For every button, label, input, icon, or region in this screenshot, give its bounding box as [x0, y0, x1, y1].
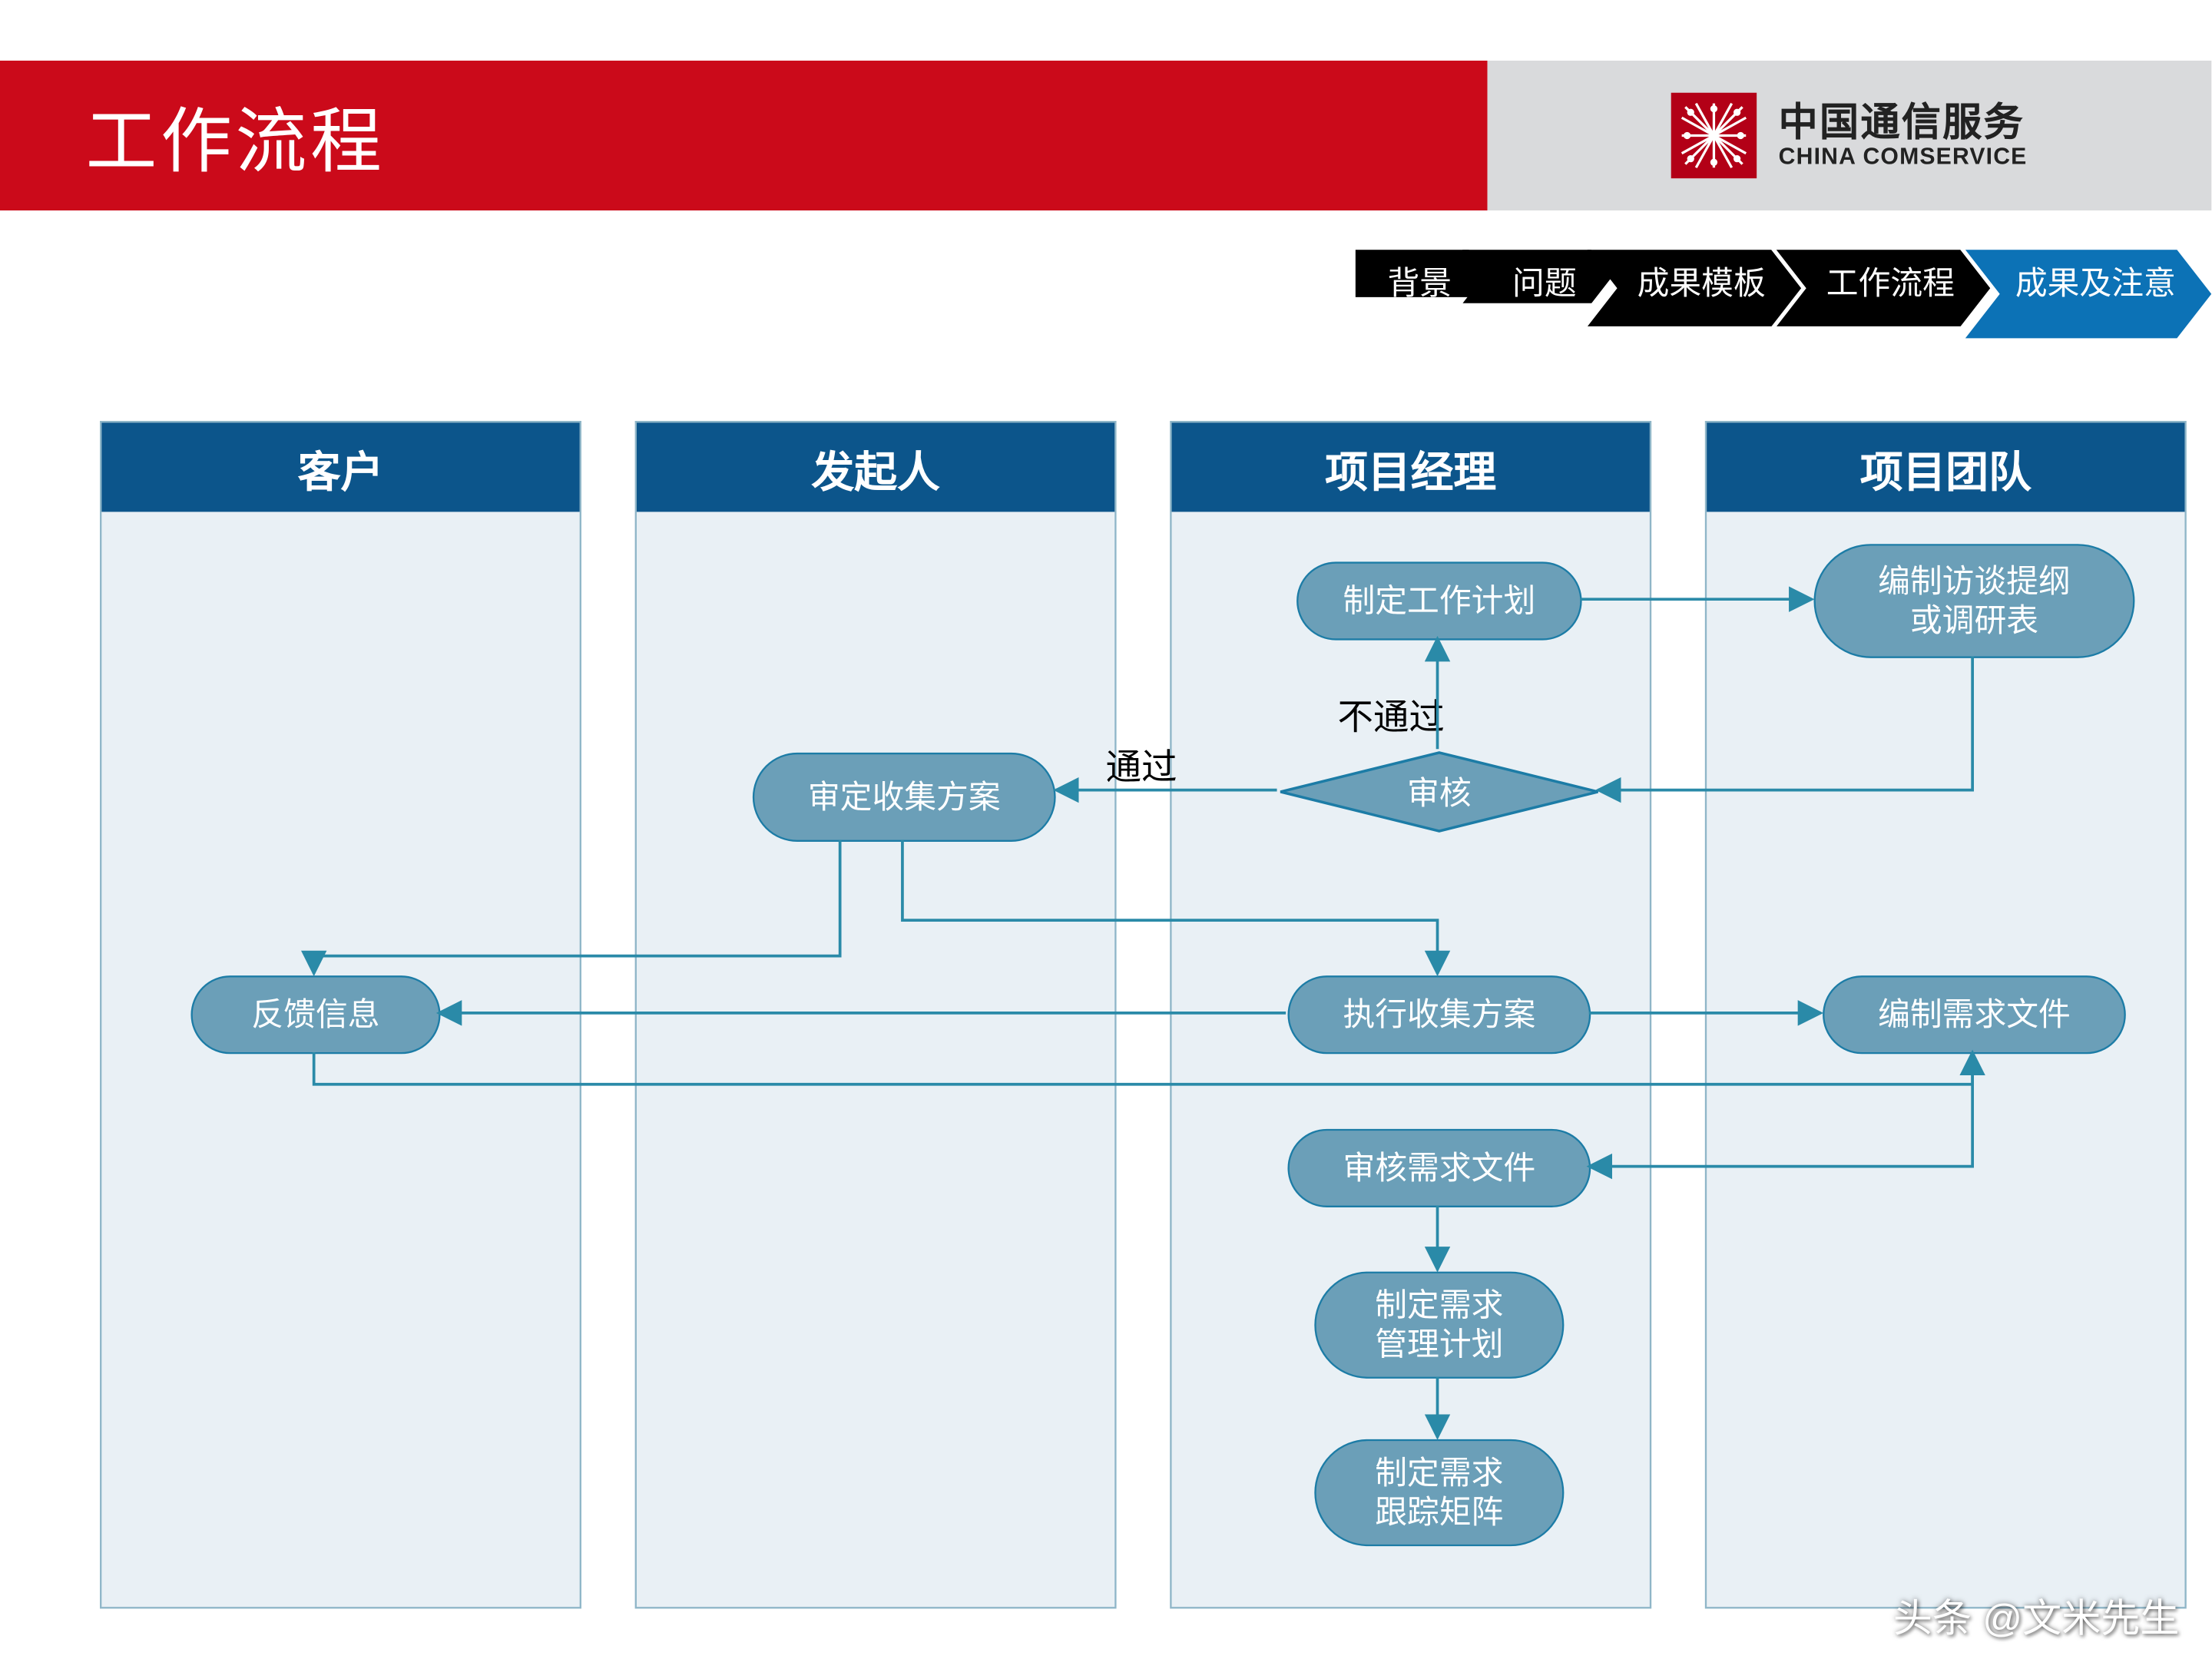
logo-text: 中国通信服务 CHINA COMSERVICE — [1779, 100, 2028, 171]
lane-body: 编制访谈提纲 或调研表编制需求文件 — [1707, 512, 2184, 1607]
nav-label: 问题 — [1512, 259, 1577, 305]
title-bar: 工作流程 — [0, 61, 1488, 210]
edge-label: 通过 — [1106, 738, 1177, 790]
lane-1: 发起人审定收集方案 — [635, 421, 1117, 1608]
lane-header: 客户 — [101, 422, 579, 512]
node-audit: 审核 — [1279, 751, 1600, 833]
lane-header: 项目团队 — [1707, 422, 2184, 512]
nav-item-2[interactable]: 成果模板 — [1588, 250, 1802, 314]
node-approve: 审定收集方案 — [753, 753, 1056, 842]
node-reqplan: 制定需求 管理计划 — [1314, 1272, 1564, 1379]
logo-en: CHINA COMSERVICE — [1779, 144, 2028, 171]
lane-body: 制定工作计划审核执行收集方案审核需求文件制定需求 管理计划制定需求 跟踪矩阵 — [1172, 512, 1650, 1607]
lane-3: 项目团队编制访谈提纲 或调研表编制需求文件 — [1705, 421, 2187, 1608]
nav-label: 成果及注意 — [2015, 259, 2176, 305]
nav-label: 成果模板 — [1637, 259, 1766, 305]
node-feedback: 反馈信息 — [190, 975, 440, 1054]
swimlanes: 客户反馈信息发起人审定收集方案项目经理制定工作计划审核执行收集方案审核需求文件制… — [100, 421, 2187, 1608]
nav-item-4[interactable]: 成果及注意 — [1965, 250, 2211, 314]
lane-body: 反馈信息 — [101, 512, 579, 1607]
node-matrix: 制定需求 跟踪矩阵 — [1314, 1439, 1564, 1546]
nav-label: 背景 — [1388, 259, 1452, 305]
logo-icon — [1671, 93, 1757, 178]
breadcrumb-nav: 背景 问题 成果模板 工作流程 成果及注意 — [1356, 250, 2212, 314]
node-reqdoc: 编制需求文件 — [1823, 975, 2126, 1054]
node-plan: 制定工作计划 — [1296, 561, 1582, 640]
lane-header: 项目经理 — [1172, 422, 1650, 512]
lane-header: 发起人 — [637, 422, 1114, 512]
logo-cn: 中国通信服务 — [1779, 100, 2028, 145]
node-outline: 编制访谈提纲 或调研表 — [1813, 544, 2134, 658]
edge-label: 不通过 — [1338, 688, 1445, 740]
node-reviewreq: 审核需求文件 — [1287, 1129, 1591, 1207]
nav-item-3[interactable]: 工作流程 — [1777, 250, 1991, 314]
page-title: 工作流程 — [85, 84, 385, 187]
lane-2: 项目经理制定工作计划审核执行收集方案审核需求文件制定需求 管理计划制定需求 跟踪… — [1170, 421, 1651, 1608]
logo-block: 中国通信服务 CHINA COMSERVICE — [1488, 61, 2212, 210]
node-label: 审核 — [1279, 751, 1600, 833]
lane-body: 审定收集方案 — [637, 512, 1114, 1607]
nav-label: 工作流程 — [1826, 259, 1955, 305]
node-execute: 执行收集方案 — [1287, 975, 1591, 1054]
nav-item-0[interactable]: 背景 — [1356, 250, 1488, 314]
lane-0: 客户反馈信息 — [100, 421, 581, 1608]
